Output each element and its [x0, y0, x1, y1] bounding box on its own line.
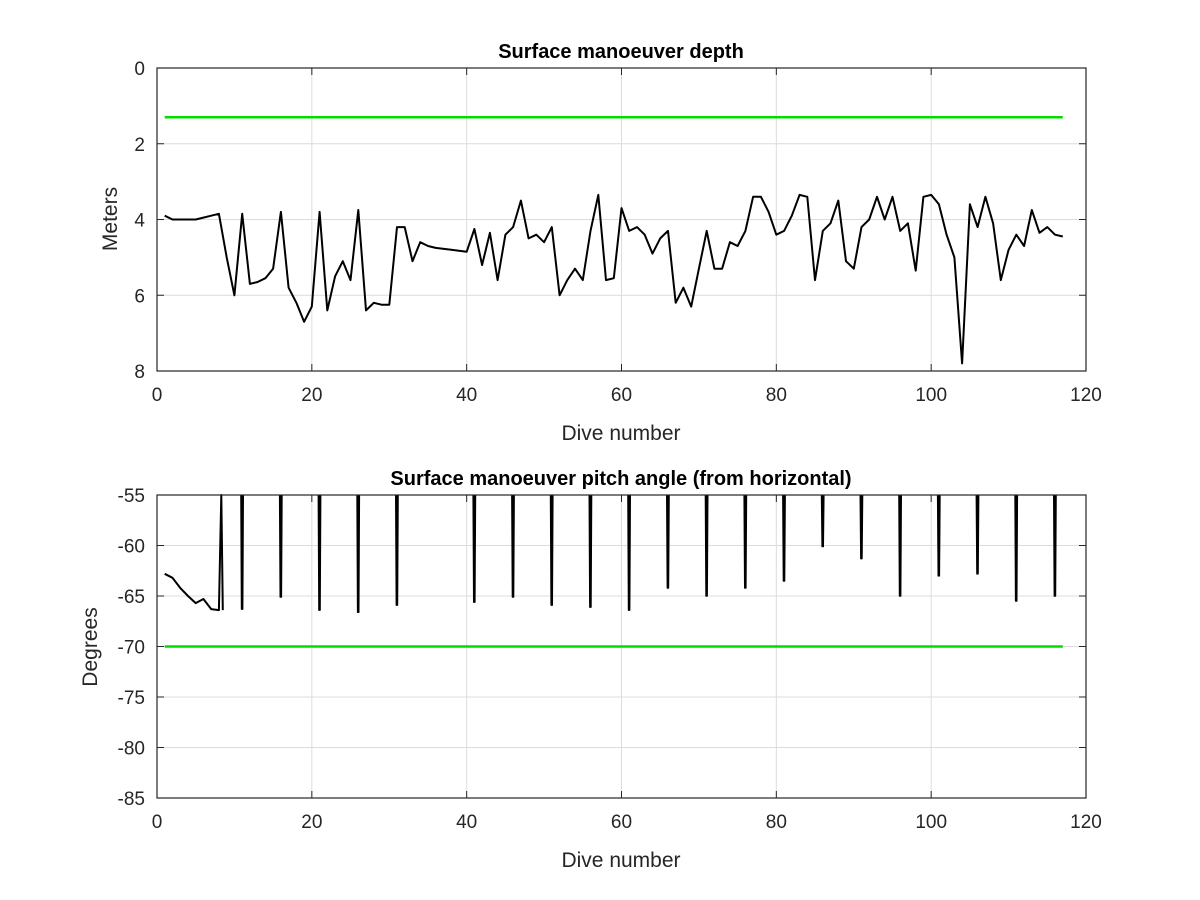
pitch-chart-title: Surface manoeuver pitch angle (from hori… [390, 468, 851, 490]
pitch-y-tick-label: -70 [118, 638, 145, 659]
pitch-spike [820, 494, 825, 548]
pitch-y-axis-label: Degrees [79, 607, 102, 686]
depth-y-tick-label: 0 [134, 59, 145, 80]
depth-series-layer [164, 115, 1064, 365]
depth-y-tick-label: 4 [134, 211, 145, 232]
pitch-spike [356, 494, 361, 613]
depth-ticks: 0 20 40 60 80 100 120 0 2 4 6 8 [134, 59, 1101, 406]
pitch-y-tick-label: -55 [118, 486, 145, 507]
pitch-chart: 0 20 40 60 80 100 120 -55 -60 -65 -70 -75 -80 -85 Sur… [79, 468, 1102, 872]
pitch-spike [936, 494, 941, 577]
depth-grid [156, 67, 1087, 372]
pitch-spike [782, 494, 786, 582]
pitch-x-tick-label: 80 [766, 812, 787, 833]
depth-y-tick-label: 8 [134, 362, 145, 383]
depth-x-tick-label: 20 [301, 385, 322, 406]
pitch-spike [588, 494, 593, 608]
depth-x-axis-label: Dive number [561, 422, 680, 445]
pitch-spike [278, 494, 283, 598]
depth-y-tick-label: 2 [134, 135, 145, 156]
pitch-spike [704, 494, 709, 597]
pitch-y-tick-label: -60 [118, 537, 145, 558]
depth-x-tick-label: 100 [915, 385, 947, 406]
depth-x-tick-label: 60 [611, 385, 632, 406]
pitch-spike [1053, 494, 1057, 597]
pitch-y-tick-label: -85 [118, 789, 145, 810]
pitch-y-tick-label: -80 [118, 739, 145, 760]
pitch-x-tick-label: 60 [611, 812, 632, 833]
pitch-spike [627, 494, 631, 611]
depth-chart-title: Surface manoeuver depth [498, 41, 744, 63]
depth-y-axis-label: Meters [99, 187, 122, 251]
pitch-spike [240, 494, 244, 610]
pitch-spike [743, 494, 748, 589]
pitch-series-layer [164, 494, 1063, 648]
pitch-x-tick-label: 100 [915, 812, 947, 833]
pitch-spike [317, 494, 322, 611]
pitch-spike [898, 494, 902, 597]
depth-series-line [164, 193, 1064, 365]
pitch-ticks: 0 20 40 60 80 100 120 -55 -60 -65 -70 -75 -80 -85 [118, 486, 1102, 833]
pitch-x-tick-label: 120 [1070, 812, 1102, 833]
pitch-spike [975, 494, 980, 575]
pitch-spike [511, 494, 515, 598]
pitch-x-axis-label: Dive number [561, 849, 680, 872]
pitch-y-tick-label: -65 [118, 587, 145, 608]
pitch-x-tick-label: 20 [301, 812, 322, 833]
pitch-spike [472, 494, 477, 603]
pitch-spike [395, 494, 399, 606]
depth-x-tick-label: 40 [456, 385, 477, 406]
pitch-spike [549, 494, 554, 606]
pitch-x-tick-label: 40 [456, 812, 477, 833]
pitch-series-line [164, 494, 224, 612]
depth-chart: 0 20 40 60 80 100 120 0 2 4 6 8 Surface manoeuver d… [99, 41, 1102, 445]
pitch-x-tick-label: 0 [152, 812, 163, 833]
pitch-y-tick-label: -75 [118, 688, 145, 709]
pitch-spike [859, 494, 864, 560]
depth-y-tick-label: 6 [134, 286, 145, 307]
depth-x-tick-label: 80 [766, 385, 787, 406]
depth-x-tick-label: 120 [1070, 385, 1102, 406]
pitch-spike [1014, 494, 1019, 602]
pitch-spike [666, 494, 670, 589]
depth-x-tick-label: 0 [152, 385, 163, 406]
